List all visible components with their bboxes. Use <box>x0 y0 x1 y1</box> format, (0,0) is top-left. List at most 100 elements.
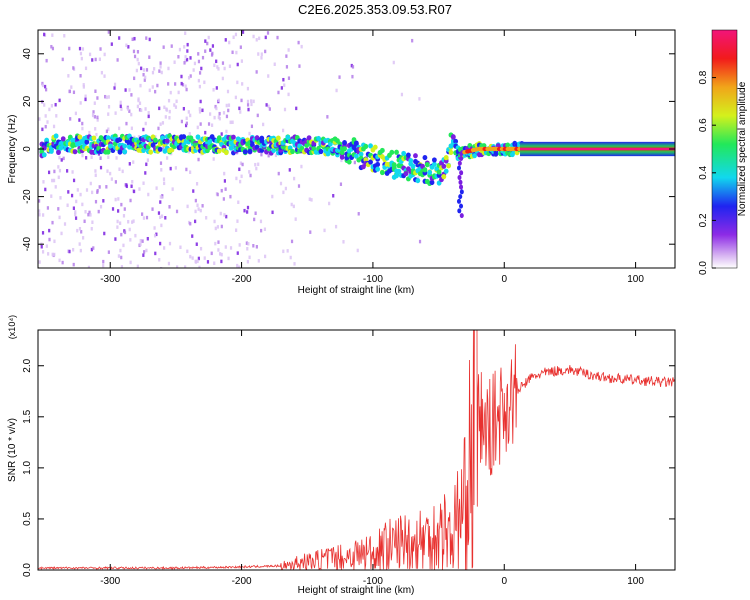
spectrogram-noise-cell <box>351 74 354 79</box>
spectrogram-noise-cell <box>282 190 285 195</box>
spectrogram-noise-cell <box>185 87 188 92</box>
spectrogram-noise-cell <box>285 65 289 69</box>
snr-x-tick-label: 0 <box>501 576 507 587</box>
spectrogram-signal-cell <box>458 179 463 185</box>
spectrogram-noise-cell <box>201 108 204 113</box>
spectrogram-noise-cell <box>173 103 176 107</box>
spectrogram-signal-cell <box>346 159 352 165</box>
spectrogram-noise-cell <box>110 42 113 46</box>
spectrogram-noise-cell <box>225 114 229 119</box>
spectrogram-noise-cell <box>62 156 65 161</box>
spectrogram-signal-cell <box>396 168 402 175</box>
spectrogram-noise-cell <box>142 253 145 257</box>
spectrogram-noise-cell <box>215 86 218 90</box>
spectrogram-noise-cell <box>88 130 91 135</box>
spectrogram-noise-cell <box>217 98 220 103</box>
spectrogram-noise-cell <box>175 209 179 214</box>
spectrogram-noise-cell <box>107 155 110 159</box>
spectrogram-noise-cell <box>139 242 142 247</box>
spectrogram-noise-cell <box>193 61 197 66</box>
spectrogram-signal-cell <box>410 163 416 169</box>
spectrogram-noise-cell <box>283 83 286 87</box>
spectrogram-noise-cell <box>216 225 220 229</box>
spectrogram-noise-cell <box>74 210 77 214</box>
spectrogram-noise-cell <box>95 132 98 137</box>
spectrogram-noise-cell <box>212 88 215 92</box>
spectrogram-noise-cell <box>162 177 166 181</box>
spectrogram-noise-cell <box>131 179 134 184</box>
spectrogram-noise-cell <box>235 228 238 232</box>
spectrogram-signal-cell <box>441 163 447 169</box>
spectrogram-y-tick-label: 40 <box>22 48 33 60</box>
spectrogram-noise-cell <box>46 206 50 210</box>
spectrogram-x-tick-label: 0 <box>501 274 507 285</box>
colorbar-gradient <box>711 29 738 269</box>
spectrogram-noise-cell <box>256 113 259 118</box>
spectrogram-signal-cell <box>456 198 461 204</box>
spectrogram-noise-cell <box>189 170 192 174</box>
spectrogram-noise-cell <box>268 107 271 111</box>
spectrogram-noise-cell <box>295 106 298 111</box>
snr-y-scale-label: (x10⁴) <box>7 315 17 339</box>
spectrogram-noise-cell <box>98 185 101 189</box>
snr-y-tick-label: 0.0 <box>22 563 33 577</box>
spectrogram-noise-cell <box>132 189 136 194</box>
spectrogram-noise-cell <box>68 89 72 94</box>
spectrogram-noise-cell <box>184 123 188 128</box>
snr-series <box>38 330 675 570</box>
spectrogram-signal-cell <box>450 134 456 140</box>
spectrogram-noise-cell <box>50 194 53 198</box>
spectrogram-noise-cell <box>165 107 168 111</box>
spectrogram-noise-cell <box>78 118 81 122</box>
spectrogram-noise-cell <box>158 258 161 262</box>
spectrogram-noise-cell <box>168 109 171 114</box>
snr-frame <box>37 329 676 571</box>
spectrogram-noise-cell <box>246 210 249 214</box>
spectrogram-noise-cell <box>162 145 165 150</box>
spectrogram-noise-cell <box>203 80 206 85</box>
spectrogram-noise-cell <box>219 211 222 216</box>
spectrogram-noise-cell <box>247 107 250 112</box>
spectrogram-y-axis: -40 -20 0 20 40 <box>22 48 675 252</box>
spectrogram-noise-cell <box>218 252 222 256</box>
spectrogram-signal-cell <box>422 167 428 173</box>
spectrogram-noise-cell <box>99 156 102 160</box>
spectrogram-noise-cell <box>167 98 171 103</box>
spectrogram-signal-cell <box>394 149 399 155</box>
spectrogram-noise-cell <box>103 231 106 236</box>
spectrogram-noise-cell <box>213 115 216 120</box>
spectrogram-signal-cell <box>459 203 464 209</box>
snr-x-axis: -300 -200 -100 0 100 <box>100 330 644 587</box>
spectrogram-noise-cell <box>61 260 64 265</box>
spectrogram-noise-cell <box>143 78 146 82</box>
spectrogram-noise-cell <box>79 248 82 253</box>
spectrogram-noise-cell <box>186 42 189 47</box>
spectrogram-noise-cell <box>248 131 251 136</box>
spectrogram-noise-cell <box>197 157 200 162</box>
spectrogram-noise-cell <box>48 107 51 112</box>
spectrogram-noise-cell <box>332 194 335 198</box>
spectrogram-noise-cell <box>96 189 99 193</box>
spectrogram-noise-cell <box>66 169 69 173</box>
spectrogram-noise-cell <box>298 64 301 68</box>
spectrogram-noise-cell <box>356 248 359 253</box>
spectrogram-y-tick-label: -40 <box>22 237 33 252</box>
spectrogram-signal-cell <box>122 143 128 149</box>
spectrogram-noise-cell <box>235 176 238 181</box>
spectrogram-signal-cell <box>375 166 381 172</box>
spectrogram-signal-cell <box>427 169 433 175</box>
spectrogram-noise-cell <box>185 121 188 126</box>
spectrogram-noise-cell <box>74 216 78 220</box>
spectrogram-signal-cell <box>368 159 373 165</box>
spectrogram-noise-cell <box>68 249 71 254</box>
spectrogram-heatmap <box>38 30 675 268</box>
spectrogram-noise-cell <box>220 259 223 264</box>
spectrogram-noise-cell <box>271 194 274 199</box>
spectrogram-noise-cell <box>57 207 60 211</box>
spectrogram-noise-cell <box>38 212 41 217</box>
spectrogram-noise-cell <box>209 112 212 116</box>
spectrogram-noise-cell <box>229 194 232 199</box>
spectrogram-noise-cell <box>350 63 353 68</box>
spectrogram-noise-cell <box>220 132 223 136</box>
spectrogram-noise-cell <box>207 35 210 40</box>
